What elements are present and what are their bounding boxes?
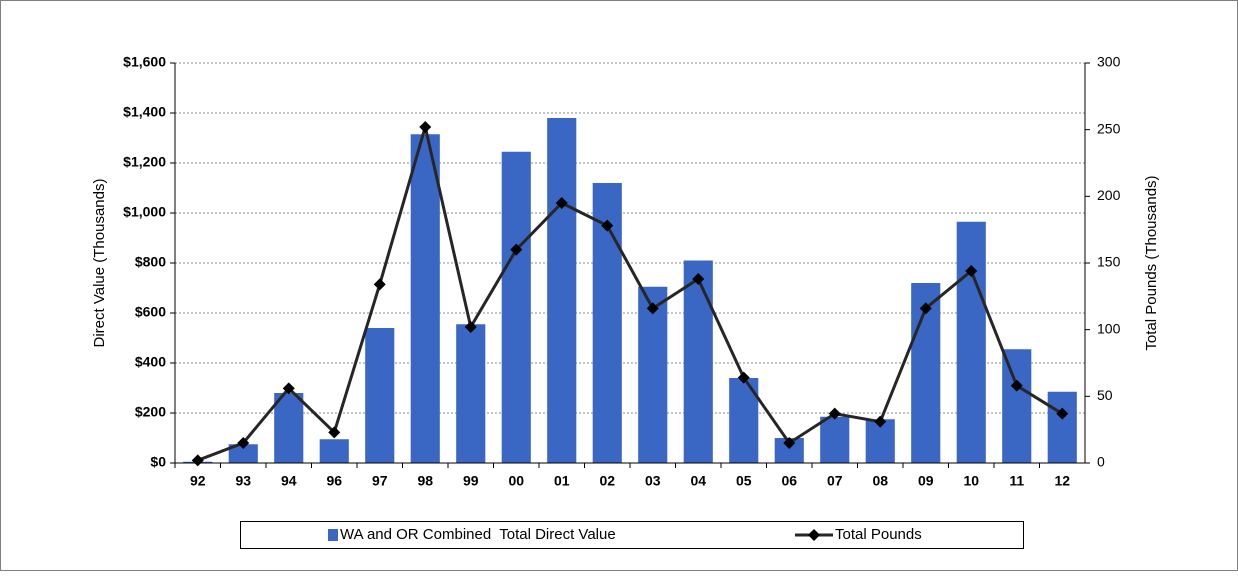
line-marker [874,415,887,428]
bar [274,393,304,463]
y-tick-label: $200 [135,404,166,420]
y2-axis-title: Total Pounds (Thousands) [1143,175,1160,350]
y2-tick-label: 250 [1097,120,1121,136]
y-axis-title: Direct Value (Thousands) [91,179,108,348]
y-tick-label: $1,600 [123,54,166,70]
legend-box [240,521,1024,549]
y2-tick-label: 0 [1097,454,1105,470]
line-marker [419,121,432,133]
x-tick-label: 06 [781,473,797,489]
bar [547,118,577,463]
x-tick-label: 09 [918,473,934,489]
line-marker [1056,407,1069,420]
line-marker [828,407,841,420]
x-tick-label: 12 [1054,473,1070,489]
y-tick-label: $1,000 [123,204,166,220]
bar [1002,349,1032,463]
x-tick-label: 93 [235,473,251,489]
legend-swatch [328,529,338,541]
x-tick-label: 10 [963,473,979,489]
x-tick-label: 05 [736,473,752,489]
y2-tick-label: 50 [1097,387,1113,403]
line-marker [1010,379,1023,392]
line-marker [191,454,204,467]
y2-tick-label: 100 [1097,320,1121,336]
x-tick-label: 02 [599,473,615,489]
line-marker [737,371,750,384]
legend-label: WA and OR Combined Total Direct Value [340,526,616,543]
bar [228,444,258,463]
line-marker [555,197,568,209]
bar [319,439,349,463]
x-tick-label: 01 [554,473,570,489]
x-tick-label: 04 [690,473,706,489]
line-marker [601,219,614,232]
x-tick-label: 00 [508,473,524,489]
x-tick-label: 96 [326,473,342,489]
bar [365,328,395,463]
x-tick-label: 99 [463,473,479,489]
x-tick-label: 98 [417,473,433,489]
y-tick-label: $800 [135,254,166,270]
bar [456,324,486,463]
y2-tick-label: 300 [1097,54,1121,70]
line-marker [692,273,705,285]
bar [956,221,986,463]
y2-tick-label: 150 [1097,254,1121,270]
y-tick-label: $400 [135,354,166,370]
bar [820,416,850,463]
line-marker [783,437,796,449]
line-marker [919,302,932,315]
y2-tick-label: 200 [1097,187,1121,203]
y-tick-label: $1,200 [123,154,166,170]
bar [410,134,440,463]
bar [638,286,668,463]
y-tick-label: $1,400 [123,104,166,120]
line-marker [237,437,250,449]
x-tick-label: 94 [281,473,297,489]
x-tick-label: 08 [872,473,888,489]
y-tick-label: $0 [150,454,166,470]
line-marker [373,278,386,291]
x-tick-label: 11 [1009,473,1024,489]
x-tick-label: 07 [827,473,843,489]
line-marker [464,321,477,333]
x-tick-label: 97 [372,473,388,489]
x-tick-label: 03 [645,473,661,489]
y-tick-label: $600 [135,304,166,320]
line-series [197,126,1064,462]
line-marker [328,426,341,439]
bar [683,260,713,463]
line-marker [965,265,978,277]
legend-marker [808,529,820,541]
line-marker [646,302,659,315]
bar [1047,391,1077,463]
legend-label: Total Pounds [835,526,922,543]
x-tick-label: 92 [190,473,206,489]
bar [501,151,531,463]
line-marker [510,243,523,256]
line-marker [282,382,295,395]
